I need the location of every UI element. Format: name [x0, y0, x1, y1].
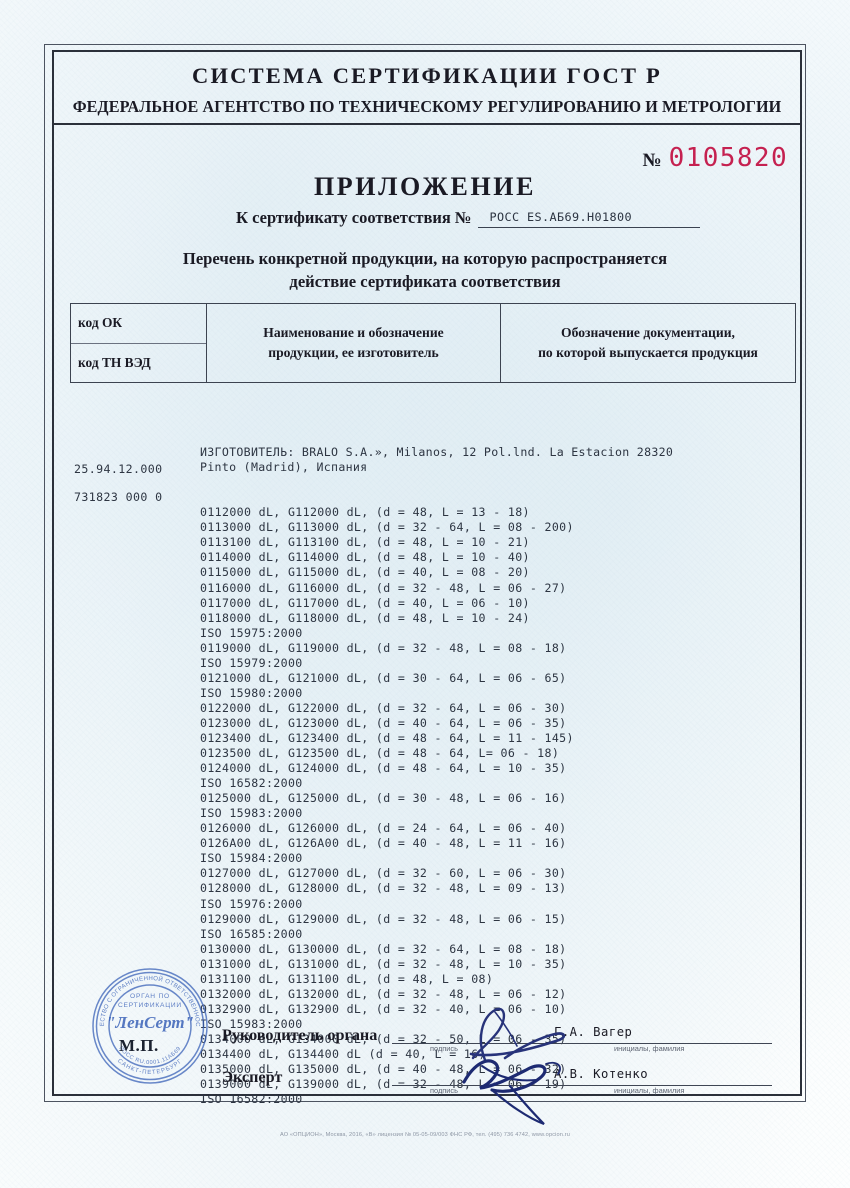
product-line: 0113100 dL, G113100 dL, (d = 48, L = 10 …: [200, 535, 530, 550]
product-line: 0123000 dL, G123000 dL, (d = 40 - 64, L …: [200, 715, 567, 730]
product-line: 0134400 dL, G134400 dL (d = 40, L = 16): [200, 1046, 486, 1061]
table-header-ok-code: код ОК: [71, 304, 206, 344]
product-line: 0121000 dL, G121000 dL, (d = 30 - 64, L …: [200, 670, 567, 685]
signature-name-expert: А.В. Котенко: [554, 1067, 649, 1081]
ok-code-value: 25.94.12.000: [74, 462, 163, 476]
certificate-number-field: РОСС ES.АБ69.Н01800: [477, 208, 700, 228]
system-title: СИСТЕМА СЕРТИФИКАЦИИ ГОСТ Р: [192, 63, 662, 88]
signature-caption-podpis-head: подпись: [430, 1044, 458, 1053]
signature-block: Руководитель органа подпись Г.А. Вагер и…: [222, 1022, 782, 1106]
inner-border-frame: [52, 50, 802, 1096]
product-line: 0126A00 dL, G126A00 dL, (d = 40 - 48, L …: [200, 836, 567, 851]
product-line: 0114000 dL, G114000 dL, (d = 48, L = 10 …: [200, 550, 530, 565]
product-line: 0125000 dL, G125000 dL, (d = 30 - 48, L …: [200, 791, 567, 806]
product-line: ISO 15983:2000: [200, 806, 303, 821]
product-line: 0122000 dL, G122000 dL, (d = 32 - 64, L …: [200, 700, 567, 715]
table-header-tnved-code: код ТН ВЭД: [78, 354, 151, 370]
table-column-documentation: Обозначение документации, по которой вып…: [501, 304, 795, 382]
svg-text:СЕРТИФИКАЦИИ: СЕРТИФИКАЦИИ: [118, 1002, 182, 1009]
product-line: 0127000 dL, G127000 dL, (d = 32 - 60, L …: [200, 866, 567, 881]
signature-row-head: Руководитель органа подпись Г.А. Вагер и…: [222, 1022, 782, 1064]
product-line: 0132900 dL, G132900 dL, (d = 32 - 40, L …: [200, 1001, 567, 1016]
certificate-number-value: РОСС ES.АБ69.Н01800: [489, 210, 633, 224]
signature-rule-head: [392, 1043, 772, 1044]
signature-caption-initials-expert: инициалы, фамилия: [614, 1086, 685, 1095]
page-title: ПРИЛОЖЕНИЕ: [313, 172, 537, 201]
product-line: ISO 15980:2000: [200, 685, 303, 700]
product-line: 0119000 dL, G119000 dL, (d = 32 - 48, L …: [200, 640, 567, 655]
product-line: ISO 15975:2000: [200, 625, 303, 640]
product-lines-container: 0112000 dL, G112000 dL, (d = 48, L = 13 …: [200, 505, 673, 1107]
product-line: 0118000 dL, G118000 dL, (d = 48, L = 10 …: [200, 610, 530, 625]
table-header-documentation: Обозначение документации, по которой вып…: [538, 325, 758, 360]
manufacturer-text: ИЗГОТОВИТЕЛЬ: BRALO S.A.», Milanos, 12 P…: [200, 445, 674, 475]
signature-caption-podpis-expert: подпись: [430, 1086, 458, 1095]
product-line: 0123500 dL, G123500 dL, (d = 48 - 64, L=…: [200, 746, 560, 761]
product-line: 0117000 dL, G117000 dL, (d = 40, L = 06 …: [200, 595, 530, 610]
footer-fine-print: АО «ОПЦИОН», Москва, 2016, «В» лицензия …: [279, 1132, 571, 1138]
tnved-code-value: 731823 000 0: [74, 490, 163, 504]
product-line: ISO 16582:2000: [200, 1092, 303, 1107]
signature-role-head: Руководитель органа: [222, 1026, 378, 1044]
product-line: 0128000 dL, G128000 dL, (d = 32 - 48, L …: [200, 881, 567, 896]
table-column-codes: код ОК код ТН ВЭД: [71, 304, 207, 382]
product-line: ISO 16582:2000: [200, 776, 303, 791]
table-header-product-name: Наименование и обозначение продукции, ее…: [263, 325, 444, 360]
product-line: 0123400 dL, G123400 dL, (d = 48 - 64, L …: [200, 730, 574, 745]
agency-title: ФЕДЕРАЛЬНОЕ АГЕНТСТВО ПО ТЕХНИЧЕСКОМУ РЕ…: [72, 97, 782, 116]
table-column-product: Наименование и обозначение продукции, ее…: [207, 304, 501, 382]
serial-number-value: 0105820: [668, 143, 788, 173]
certificate-reference: К сертификату соответствия № РОСС ES.АБ6…: [236, 208, 700, 228]
serial-number-label: №: [642, 150, 662, 171]
product-line: 0124000 dL, G124000 dL, (d = 48 - 64, L …: [200, 761, 567, 776]
product-line: 0130000 dL, G130000 dL, (d = 32 - 64, L …: [200, 941, 567, 956]
product-line: 0112000 dL, G112000 dL, (d = 48, L = 13 …: [200, 505, 530, 520]
product-line: ISO 16585:2000: [200, 926, 303, 941]
seal-mp-label: М.П.: [119, 1036, 159, 1055]
signature-rule-expert: [392, 1085, 772, 1086]
code-values-column: 25.94.12.000 731823 000 0: [74, 455, 163, 511]
signature-row-expert: Эксперт подпись А.В. Котенко инициалы, ф…: [222, 1064, 782, 1106]
product-line: 0131100 dL, G131100 dL, (d = 48, L = 08): [200, 971, 494, 986]
signature-caption-initials-head: инициалы, фамилия: [614, 1044, 685, 1053]
certificate-reference-label: К сертификату соответствия №: [236, 208, 472, 227]
svg-text:ОРГАН ПО: ОРГАН ПО: [130, 993, 170, 1000]
certification-seal: ОБЩЕСТВО С ОГРАНИЧЕННОЙ ОТВЕТСТВЕННОСТЬЮ…: [86, 962, 214, 1084]
product-line: 0126000 dL, G126000 dL, (d = 24 - 64, L …: [200, 821, 567, 836]
product-table-header: код ОК код ТН ВЭД Наименование и обознач…: [70, 303, 796, 383]
product-line: ISO 15984:2000: [200, 851, 303, 866]
product-line: 0116000 dL, G116000 dL, (d = 32 - 48, L …: [200, 580, 567, 595]
outer-border-frame: [44, 44, 806, 1102]
product-line: 0131000 dL, G131000 dL, (d = 32 - 48, L …: [200, 956, 567, 971]
product-line: 0132000 dL, G132000 dL, (d = 32 - 48, L …: [200, 986, 567, 1001]
product-line: ISO 15976:2000: [200, 896, 303, 911]
product-line: ISO 15979:2000: [200, 655, 303, 670]
signature-name-head: Г.А. Вагер: [554, 1025, 633, 1039]
product-listing: ИЗГОТОВИТЕЛЬ: BRALO S.A.», Milanos, 12 P…: [200, 415, 673, 1122]
serial-number-block: № 0105820: [643, 143, 788, 173]
product-line: ISO 15983:2000: [200, 1016, 303, 1031]
product-line: 0115000 dL, G115000 dL, (d = 40, L = 08 …: [200, 565, 530, 580]
product-line: 0113000 dL, G113000 dL, (d = 32 - 64, L …: [200, 520, 574, 535]
signature-role-expert: Эксперт: [222, 1068, 283, 1086]
page-subtitle: Перечень конкретной продукции, на котору…: [182, 249, 668, 291]
svg-text:"ЛенСерт": "ЛенСерт": [106, 1013, 194, 1032]
document-header: СИСТЕМА СЕРТИФИКАЦИИ ГОСТ Р ФЕДЕРАЛЬНОЕ …: [54, 52, 800, 125]
product-line: 0129000 dL, G129000 dL, (d = 32 - 48, L …: [200, 911, 567, 926]
